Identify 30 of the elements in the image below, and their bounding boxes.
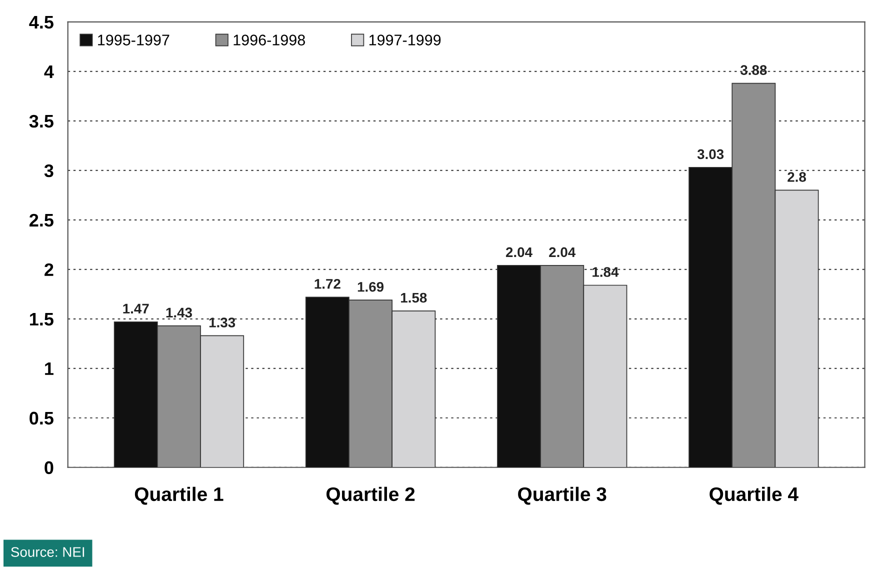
legend-label: 1996-1998 [234, 34, 305, 46]
data-label: 1.84 [592, 267, 619, 277]
y-tick-label: 3 [44, 164, 54, 178]
y-tick-label: 0 [44, 461, 54, 474]
x-tick-label: Quartile 4 [710, 486, 798, 505]
data-label: 2.04 [506, 247, 532, 258]
y-tick-label: 4 [44, 66, 54, 78]
data-label: 1.47 [123, 304, 149, 314]
data-label: 2.04 [549, 247, 576, 258]
y-tick-label: 4.5 [29, 16, 54, 29]
data-label: 2.8 [788, 172, 806, 182]
data-label: 3.03 [697, 149, 724, 160]
data-label: 1.69 [358, 282, 384, 292]
data-label: 1.58 [401, 292, 427, 303]
y-tick-label: 0.5 [30, 412, 54, 425]
source-note: Source: NEI [11, 547, 84, 557]
y-tick-label: 2 [44, 263, 54, 276]
x-tick-label: Quartile 2 [326, 486, 415, 505]
legend-label: 1997-1999 [369, 34, 441, 46]
data-label: 1.33 [209, 318, 236, 328]
y-tick-label: 2.5 [30, 214, 54, 227]
y-tick-label: 3.5 [29, 114, 54, 128]
x-tick-label: Quartile 3 [518, 486, 606, 505]
y-tick-label: 1.5 [30, 313, 54, 326]
data-label: 1.43 [166, 308, 192, 318]
data-label: 3.88 [740, 65, 767, 76]
data-label: 1.72 [314, 278, 340, 289]
x-tick-label: Quartile 1 [134, 486, 224, 505]
legend-label: 1995-1997 [98, 34, 170, 46]
y-tick-label: 1 [45, 362, 54, 375]
